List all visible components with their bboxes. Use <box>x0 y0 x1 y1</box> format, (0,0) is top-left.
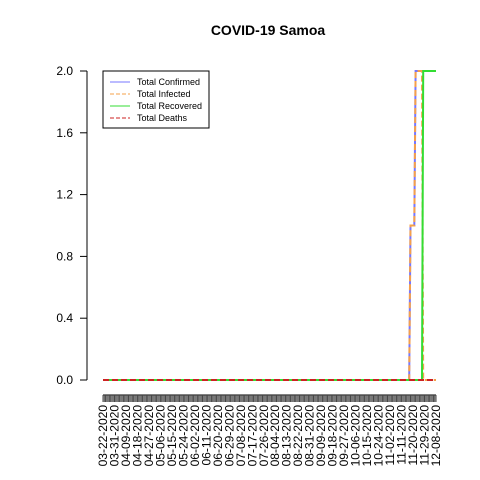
x-axis: 03-22-202003-31-202004-09-202004-18-2020… <box>96 394 443 467</box>
x-tick-label: 07-08-2020 <box>234 405 248 467</box>
x-tick-label: 04-27-2020 <box>142 405 156 467</box>
x-tick-label: 06-11-2020 <box>199 405 213 466</box>
legend-label: Total Confirmed <box>137 77 200 87</box>
x-tick-label: 11-29-2020 <box>418 405 432 466</box>
legend-box <box>102 70 210 129</box>
x-tick-label: 04-18-2020 <box>130 405 144 467</box>
x-tick-label: 08-22-2020 <box>291 405 305 467</box>
y-tick-label: 0.8 <box>56 249 73 263</box>
x-tick-label: 10-24-2020 <box>372 405 386 467</box>
x-tick-label: 11-20-2020 <box>406 405 420 466</box>
x-tick-label: 09-09-2020 <box>314 405 328 467</box>
x-tick-label: 09-27-2020 <box>337 405 351 467</box>
x-tick-label: 08-04-2020 <box>268 405 282 467</box>
y-tick-label: 2.0 <box>56 64 73 78</box>
x-tick-label: 08-13-2020 <box>280 405 294 467</box>
y-tick-label: 0.0 <box>56 373 73 387</box>
y-tick-label: 1.2 <box>56 188 73 202</box>
y-axis: 0.0 0.4 0.8 1.2 1.6 2.0 <box>56 64 88 387</box>
x-tick-label: 08-31-2020 <box>303 405 317 467</box>
x-tick-label: 11-11-2020 <box>395 405 409 465</box>
x-tick-label: 07-26-2020 <box>257 405 271 467</box>
legend-label: Total Deaths <box>137 113 188 123</box>
x-tick-label: 07-17-2020 <box>245 405 259 467</box>
x-tick-label: 09-18-2020 <box>326 405 340 467</box>
x-tick-label: 06-20-2020 <box>211 405 225 467</box>
x-tick-label: 10-15-2020 <box>360 405 374 467</box>
x-tick-label: 05-15-2020 <box>165 405 179 467</box>
x-tick-label: 06-29-2020 <box>222 405 236 467</box>
x-tick-label: 12-08-2020 <box>429 405 443 467</box>
x-tick-label: 10-06-2020 <box>349 405 363 467</box>
x-tick-label: 05-06-2020 <box>153 405 167 467</box>
x-tick-label: 04-09-2020 <box>119 405 133 467</box>
y-tick-label: 0.4 <box>56 311 73 325</box>
y-tick-label: 1.6 <box>56 126 73 140</box>
series-line-3 <box>103 70 436 381</box>
x-tick-label: 03-31-2020 <box>107 405 121 467</box>
series-lines <box>103 70 436 381</box>
x-tick-label: 05-24-2020 <box>176 405 190 467</box>
x-tick-label: 11-02-2020 <box>383 405 397 466</box>
x-tick-label: 06-02-2020 <box>188 405 202 467</box>
legend: Total Confirmed Total Infected Total Recov… <box>102 70 210 129</box>
legend-label: Total Infected <box>137 89 191 99</box>
chart-title: COVID-19 Samoa <box>211 22 326 38</box>
legend-label: Total Recovered <box>137 101 202 111</box>
x-tick-label: 03-22-2020 <box>96 405 110 467</box>
